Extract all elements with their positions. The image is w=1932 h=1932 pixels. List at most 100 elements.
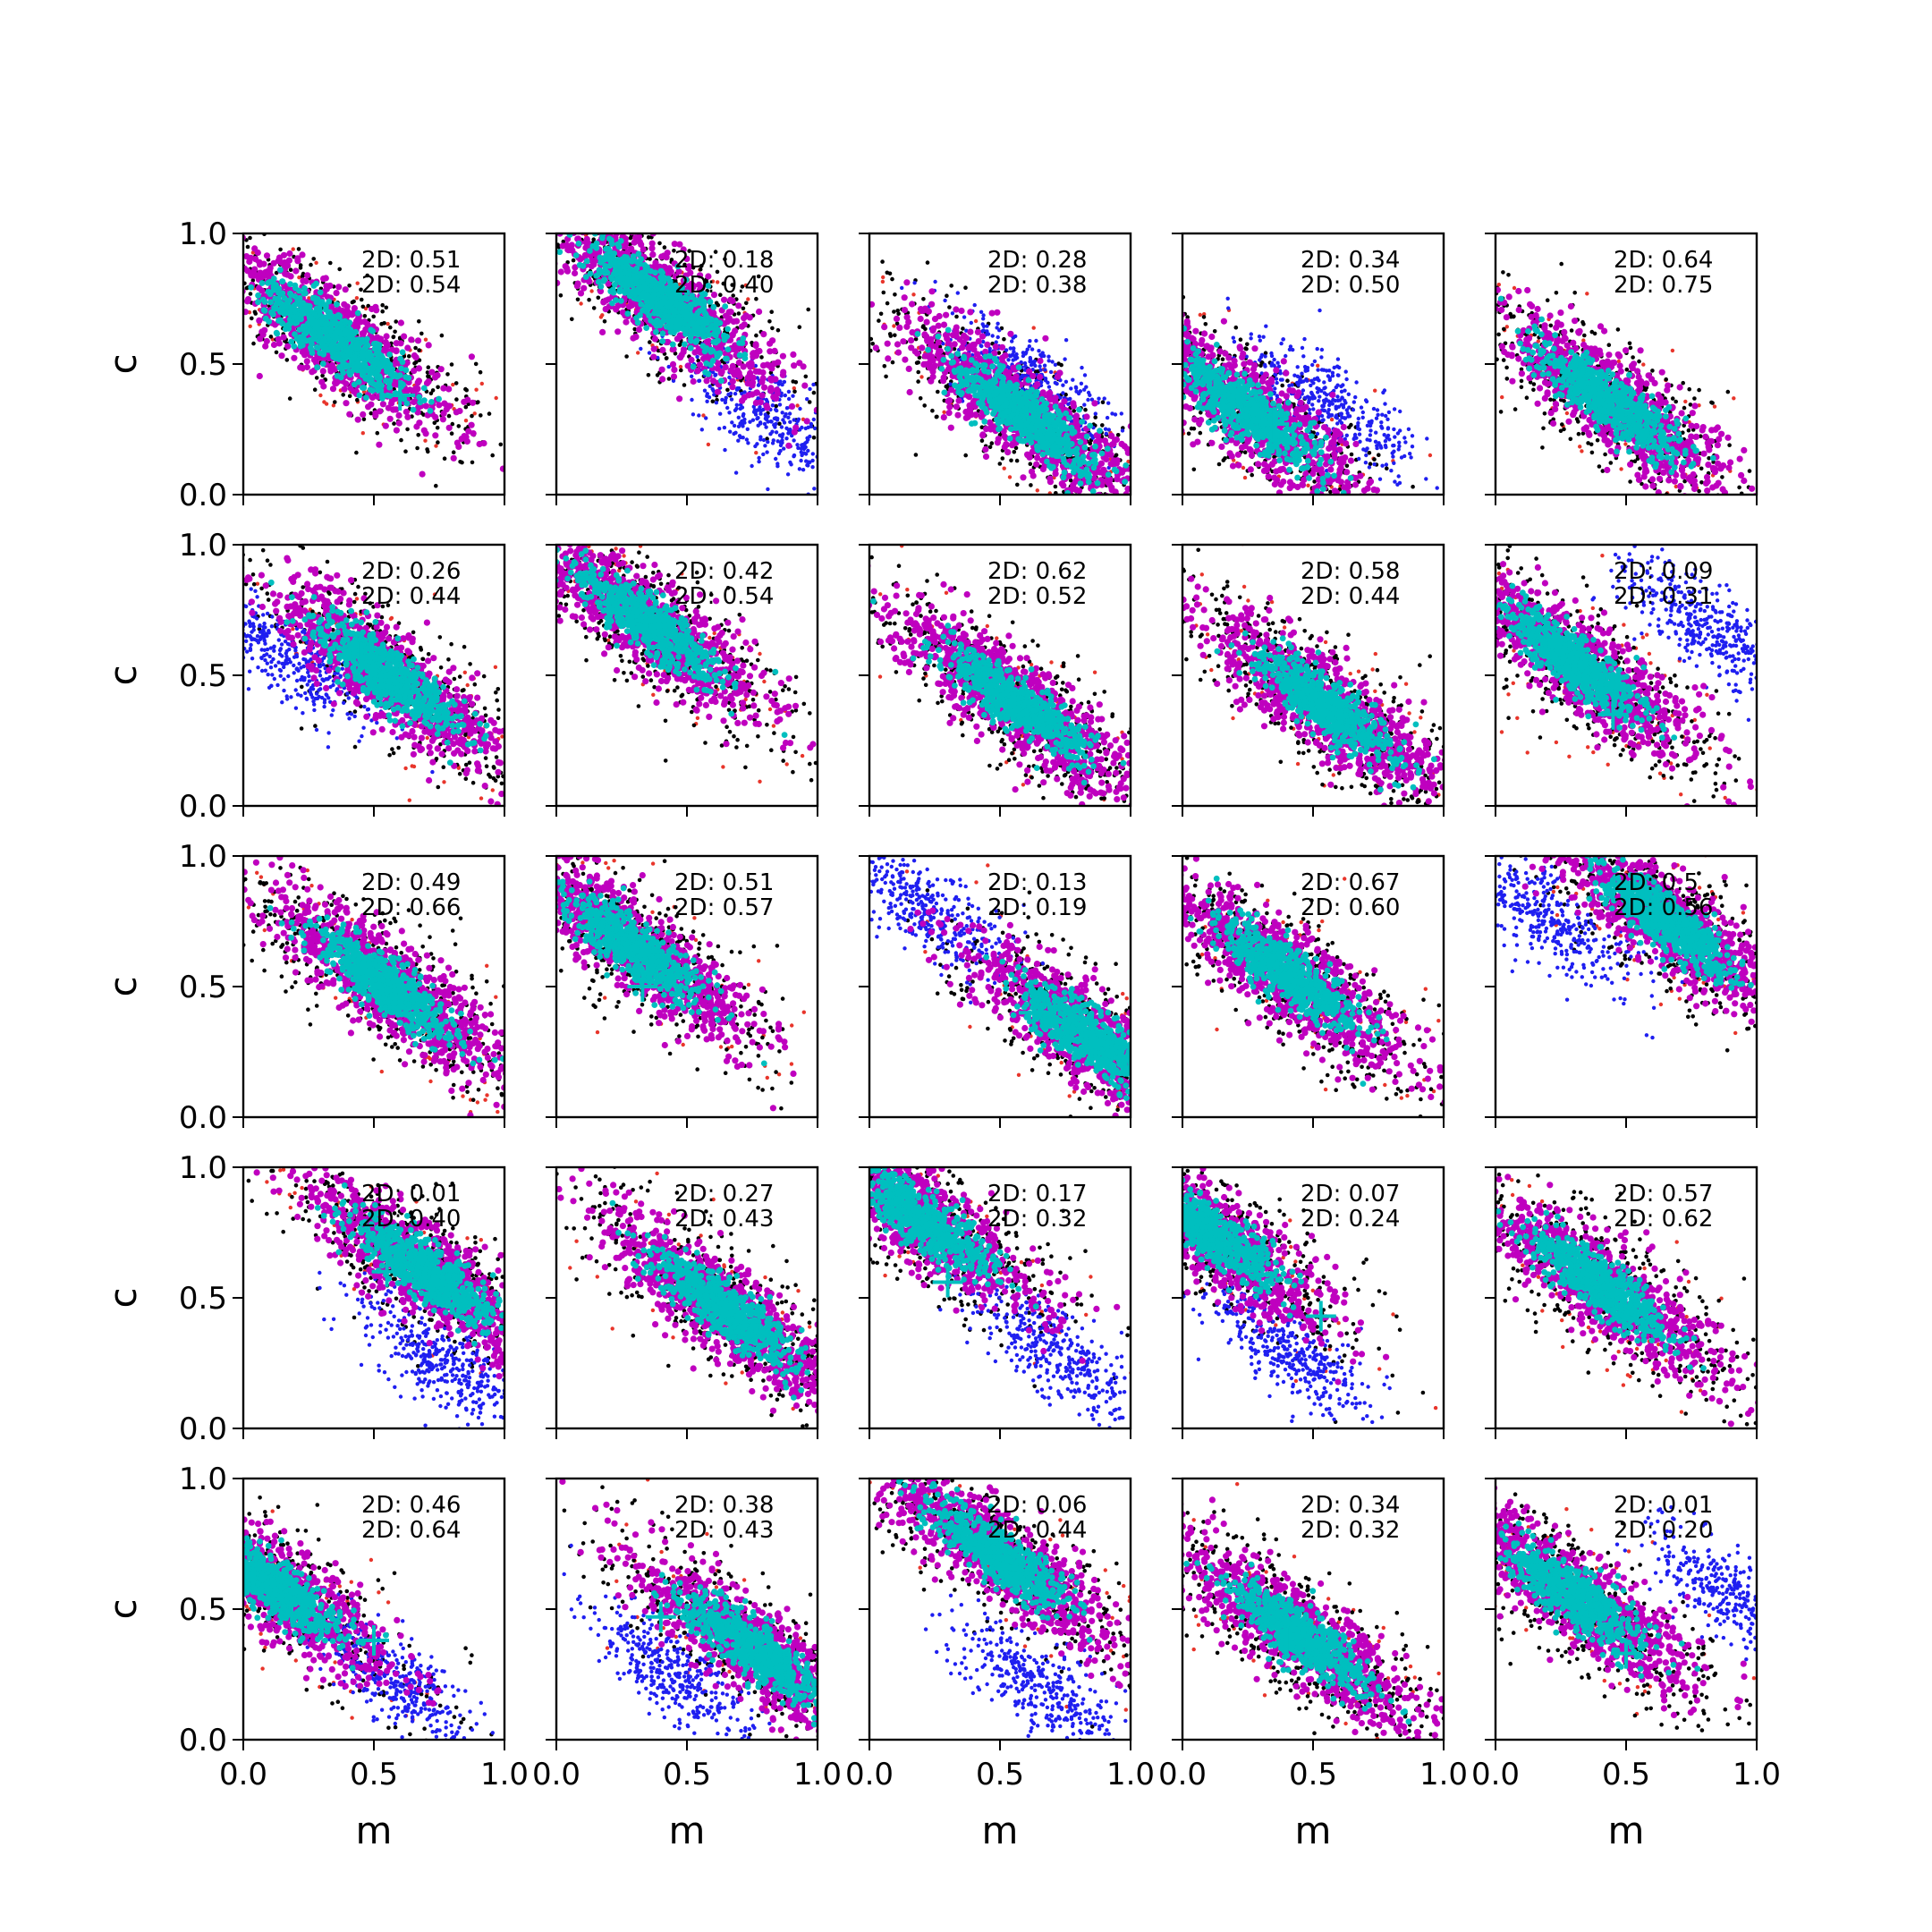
scatter-point: [314, 364, 320, 370]
scatter-point: [440, 334, 445, 338]
scatter-point: [322, 400, 326, 403]
scatter-point: [648, 278, 655, 284]
scatter-point: [651, 346, 657, 352]
scatter-point: [808, 387, 811, 391]
scatter-point: [707, 443, 710, 446]
scatter-point: [682, 383, 687, 387]
scatter-point: [674, 335, 681, 342]
scatter-point: [663, 245, 667, 250]
scatter-point: [713, 340, 719, 346]
scatter-point: [426, 378, 432, 385]
scatter-point: [892, 324, 895, 327]
scatter-point: [320, 316, 326, 322]
scatter-point: [399, 438, 403, 443]
scatter-point: [354, 341, 360, 347]
scatter-point: [323, 321, 329, 327]
scatter-point: [657, 242, 662, 246]
scatter-point: [398, 319, 404, 326]
scatter-point: [315, 296, 321, 302]
scatter-point: [628, 277, 634, 284]
scatter-point: [679, 352, 685, 359]
scatter-point: [671, 330, 677, 336]
scatter-point: [436, 402, 442, 408]
scatter-point: [690, 398, 693, 402]
scatter-point: [300, 300, 306, 306]
scatter-point: [413, 354, 419, 360]
scatter-point: [317, 305, 323, 311]
scatter-point: [348, 394, 352, 399]
scatter-point: [760, 331, 767, 337]
scatter-point: [781, 418, 784, 421]
scatter-point: [383, 423, 389, 429]
scatter-point: [355, 360, 361, 367]
scatter-point: [789, 403, 795, 410]
scatter-point: [343, 318, 349, 325]
scatter-point: [640, 308, 646, 314]
y-tick-label: 0.0: [179, 478, 227, 513]
scatter-point: [705, 326, 711, 333]
scatter-point: [737, 416, 741, 419]
scatter-point: [480, 382, 484, 386]
scatter-point: [730, 363, 736, 369]
scatter-point: [292, 283, 299, 289]
scatter-point: [697, 361, 703, 368]
scatter-point: [360, 411, 366, 418]
scatter-point: [708, 395, 711, 399]
scatter-point: [685, 306, 691, 312]
scatter-point: [797, 418, 801, 421]
scatter-point: [378, 387, 385, 394]
scatter-point: [343, 348, 349, 354]
scatter-point: [426, 342, 432, 348]
scatter-point: [398, 340, 404, 346]
scatter-point: [361, 431, 365, 435]
scatter-point: [320, 352, 326, 358]
scatter-point: [392, 421, 396, 426]
scatter-point: [694, 337, 700, 343]
scatter-point: [667, 377, 672, 381]
scatter-point: [767, 419, 770, 423]
scatter-point: [319, 340, 326, 346]
scatter-point: [559, 293, 564, 298]
scatter-point: [255, 250, 261, 256]
scatter-point: [246, 245, 250, 250]
scatter-point: [336, 314, 343, 320]
scatter-point: [730, 331, 736, 337]
scatter-point: [949, 284, 953, 288]
scatter-point: [600, 278, 606, 284]
scatter-point: [637, 239, 643, 245]
scatter-point: [788, 420, 792, 424]
scatter-point: [320, 360, 326, 367]
scatter-point: [710, 304, 716, 310]
scatter-point: [441, 411, 447, 417]
scatter-point: [570, 318, 574, 322]
scatter-point: [574, 283, 580, 289]
scatter-point: [777, 452, 781, 455]
scatter-point: [264, 273, 270, 279]
scatter-point: [648, 340, 652, 344]
scatter-point: [670, 317, 676, 323]
scatter-point: [607, 288, 614, 294]
scatter-point: [327, 368, 334, 374]
scatter-point: [631, 258, 638, 264]
scatter-point: [628, 267, 634, 273]
scatter-point: [576, 241, 582, 247]
scatter-point: [761, 453, 765, 456]
scatter-point: [784, 436, 788, 440]
scatter-point: [702, 349, 708, 355]
scatter-point: [766, 487, 769, 491]
scatter-point: [455, 444, 462, 450]
scatter-point: [403, 367, 410, 373]
scatter-point: [246, 258, 252, 265]
scatter-point: [613, 267, 619, 274]
scatter-point: [660, 307, 666, 313]
scatter-point: [333, 400, 337, 404]
scatter-point: [364, 321, 370, 327]
scatter-point: [718, 370, 724, 377]
scatter-point: [700, 428, 704, 431]
scatter-point: [769, 309, 774, 314]
scatter-point: [618, 238, 624, 244]
scatter-point: [339, 367, 345, 373]
scatter-point: [464, 419, 468, 422]
scatter-point: [387, 416, 394, 422]
scatter-point: [425, 447, 429, 452]
